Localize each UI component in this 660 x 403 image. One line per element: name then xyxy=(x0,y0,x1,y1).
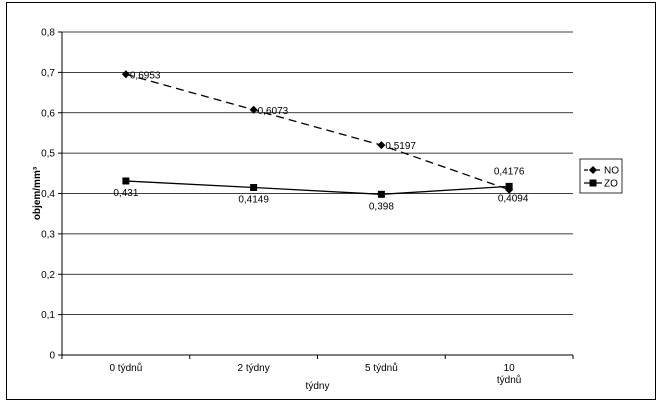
y-tick-label: 0,6 xyxy=(41,108,55,119)
y-tick-label: 0,5 xyxy=(41,149,55,160)
x-tick-label: týdnů xyxy=(497,374,521,386)
legend-label-zo: ZO xyxy=(604,179,618,190)
legend-marker-zo xyxy=(589,179,597,187)
data-label-zo: 0,4176 xyxy=(494,166,525,177)
legend-box xyxy=(579,158,623,194)
data-point-zo xyxy=(122,177,130,185)
y-tick-label: 0 xyxy=(49,351,55,362)
y-tick-label: 0,3 xyxy=(41,229,55,240)
data-label-no: 0,6073 xyxy=(258,106,289,117)
legend-marker-no xyxy=(589,166,597,174)
data-label-no: 0,4094 xyxy=(498,194,529,205)
data-point-zo xyxy=(377,190,385,198)
data-point-zo xyxy=(505,182,513,190)
data-label-zo: 0,398 xyxy=(369,201,394,212)
y-axis-title: objem/mm³ xyxy=(32,166,43,220)
x-tick-label: 5 týdnů xyxy=(365,362,398,374)
data-label-zo: 0,4149 xyxy=(238,194,269,205)
x-tick-label: 0 týdnů xyxy=(109,362,142,374)
data-point-no xyxy=(377,141,386,150)
series-line-zo xyxy=(125,180,510,195)
x-axis-title: týdny xyxy=(306,381,330,392)
chart-frame xyxy=(6,2,656,400)
data-point-no xyxy=(249,105,258,114)
data-point-zo xyxy=(250,183,258,191)
data-label-zo: 0,431 xyxy=(113,188,138,199)
data-point-no xyxy=(121,70,130,79)
y-tick-label: 0,4 xyxy=(41,189,55,200)
x-tick-label: 10 xyxy=(504,363,516,374)
y-tick-label: 0,8 xyxy=(41,28,55,39)
x-tick-label: 2 týdny xyxy=(238,363,270,374)
y-tick-label: 0,7 xyxy=(41,68,55,79)
data-label-no: 0,5197 xyxy=(385,141,416,152)
legend-label-no: NO xyxy=(604,166,619,177)
data-label-no: 0,6953 xyxy=(130,70,161,81)
series-line-no xyxy=(125,73,510,191)
y-tick-label: 0,2 xyxy=(41,270,55,281)
y-tick-label: 0,1 xyxy=(41,310,55,321)
